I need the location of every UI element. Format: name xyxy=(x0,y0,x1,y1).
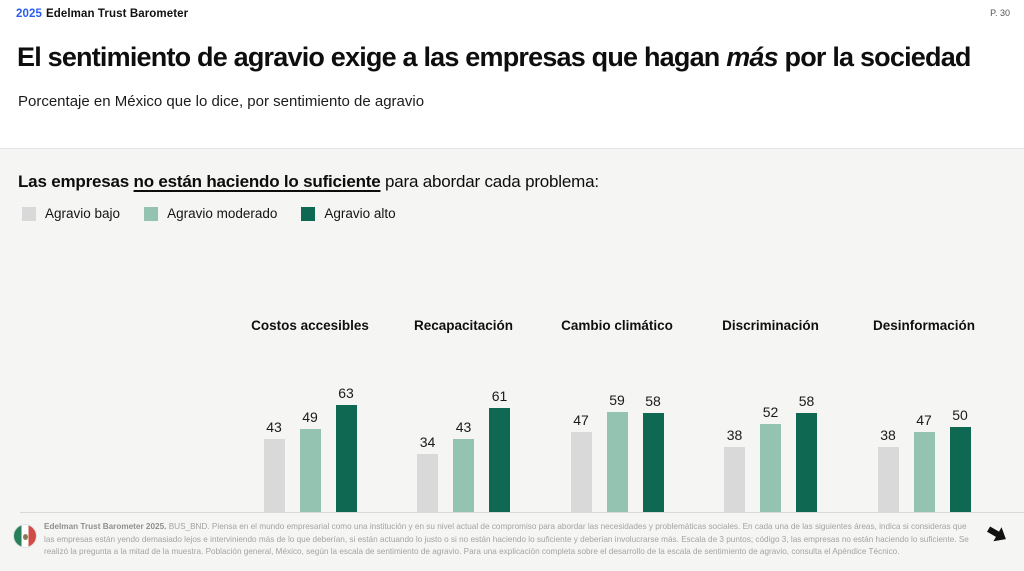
bar xyxy=(606,411,628,512)
bar-column: 34 xyxy=(417,434,438,512)
bar xyxy=(877,447,899,512)
slide-subtitle: Porcentaje en México que lo dice, por se… xyxy=(18,93,425,110)
bar-column: 43 xyxy=(263,418,285,512)
bar-group: 38 47 50 xyxy=(877,407,971,512)
brand-year-label: 2025 xyxy=(16,8,42,20)
bar xyxy=(949,427,971,512)
category-label: Costos accesibles xyxy=(251,318,369,333)
bar xyxy=(724,447,745,512)
bar-column: 59 xyxy=(606,391,628,512)
bar xyxy=(642,413,664,512)
bar-column: 38 xyxy=(724,427,745,512)
bar-value-label: 59 xyxy=(609,391,625,408)
statement-bold: Las empresas xyxy=(18,172,134,191)
bar xyxy=(913,432,935,512)
bar xyxy=(417,454,438,512)
slide-title-pre: El sentimiento de agravio exige a las em… xyxy=(17,42,727,72)
bar-value-label: 52 xyxy=(762,403,779,420)
bar-column: 58 xyxy=(642,393,664,512)
legend-label: Agravio moderado xyxy=(167,206,278,221)
legend: Agravio bajo Agravio moderado Agravio alto xyxy=(22,206,396,221)
legend-swatch xyxy=(301,206,316,221)
mexico-flag-icon xyxy=(13,524,37,548)
bar xyxy=(760,423,781,512)
statement-underlined: no están haciendo lo suficiente xyxy=(133,172,381,191)
bar-value-label: 49 xyxy=(302,408,318,425)
bar-value-label: 50 xyxy=(952,407,968,423)
bar-value-label: 58 xyxy=(645,393,661,410)
bar xyxy=(335,404,357,512)
flag-emblem xyxy=(23,534,28,540)
bar-value-label: 47 xyxy=(916,412,932,429)
bar xyxy=(453,438,474,512)
legend-swatch xyxy=(144,206,159,221)
bar-value-label: 63 xyxy=(338,384,354,401)
bar-column: 49 xyxy=(299,408,321,512)
legend-item: Agravio bajo xyxy=(22,206,120,221)
footnote-source: Edelman Trust Barometer 2025. xyxy=(44,522,167,531)
page-number: P. 30 xyxy=(990,8,1010,18)
bar xyxy=(796,413,817,512)
bar-column: 58 xyxy=(796,393,817,512)
statement-rest: para abordar cada problema: xyxy=(380,172,599,191)
bar-value-label: 34 xyxy=(419,434,436,451)
next-page-button[interactable] xyxy=(983,521,1011,549)
bar-group: 38 52 58 xyxy=(724,393,817,512)
bar xyxy=(263,438,285,512)
chart-baseline xyxy=(20,512,1024,513)
bar-value-label: 61 xyxy=(491,388,508,405)
bar xyxy=(570,432,592,512)
bar-value-label: 58 xyxy=(798,393,815,410)
legend-item: Agravio alto xyxy=(301,206,396,221)
footnote: Edelman Trust Barometer 2025. BUS_BND. P… xyxy=(44,521,969,559)
brand-logo: 2025 Edelman Trust Barometer xyxy=(16,8,188,20)
legend-label: Agravio bajo xyxy=(45,206,121,221)
bar-column: 43 xyxy=(453,419,474,512)
bar xyxy=(489,408,510,512)
chart-statement: Las empresas no están haciendo lo sufici… xyxy=(18,172,599,192)
footnote-text: BUS_BND. Piensa en el mundo empresarial … xyxy=(44,522,969,556)
bar-group: 34 43 61 xyxy=(417,388,510,512)
brand-name-label: Edelman Trust Barometer xyxy=(45,8,189,20)
bar-column: 50 xyxy=(949,407,971,512)
slide-title: El sentimiento de agravio exige a las em… xyxy=(17,42,971,73)
bar-value-label: 43 xyxy=(266,418,282,435)
slide-title-italic: más xyxy=(726,42,778,72)
category-label: Cambio climático xyxy=(561,318,673,333)
legend-label: Agravio alto xyxy=(324,206,396,221)
bar-column: 63 xyxy=(335,384,357,512)
bar-value-label: 47 xyxy=(573,412,589,429)
bar-column: 47 xyxy=(913,412,935,512)
legend-item: Agravio moderado xyxy=(144,206,277,221)
bar-value-label: 43 xyxy=(455,418,472,435)
bar-group: 43 49 63 xyxy=(263,384,357,512)
category-label: Discriminación xyxy=(722,318,819,333)
bar-column: 61 xyxy=(489,388,510,512)
bar-value-label: 38 xyxy=(880,427,896,444)
legend-swatch xyxy=(22,206,36,221)
bar-column: 47 xyxy=(570,412,592,512)
right-arrow-icon xyxy=(984,526,1010,550)
slide-title-post: por la sociedad xyxy=(777,42,972,72)
bar-value-label: 38 xyxy=(726,427,743,444)
category-label: Recapacitación xyxy=(413,318,514,333)
bar-column: 52 xyxy=(760,404,781,512)
bar-group: 47 59 58 xyxy=(570,391,664,512)
content-section xyxy=(0,148,1024,571)
category-label: Desinformación xyxy=(872,318,976,333)
bar-column: 38 xyxy=(877,427,899,512)
bar xyxy=(299,428,321,512)
